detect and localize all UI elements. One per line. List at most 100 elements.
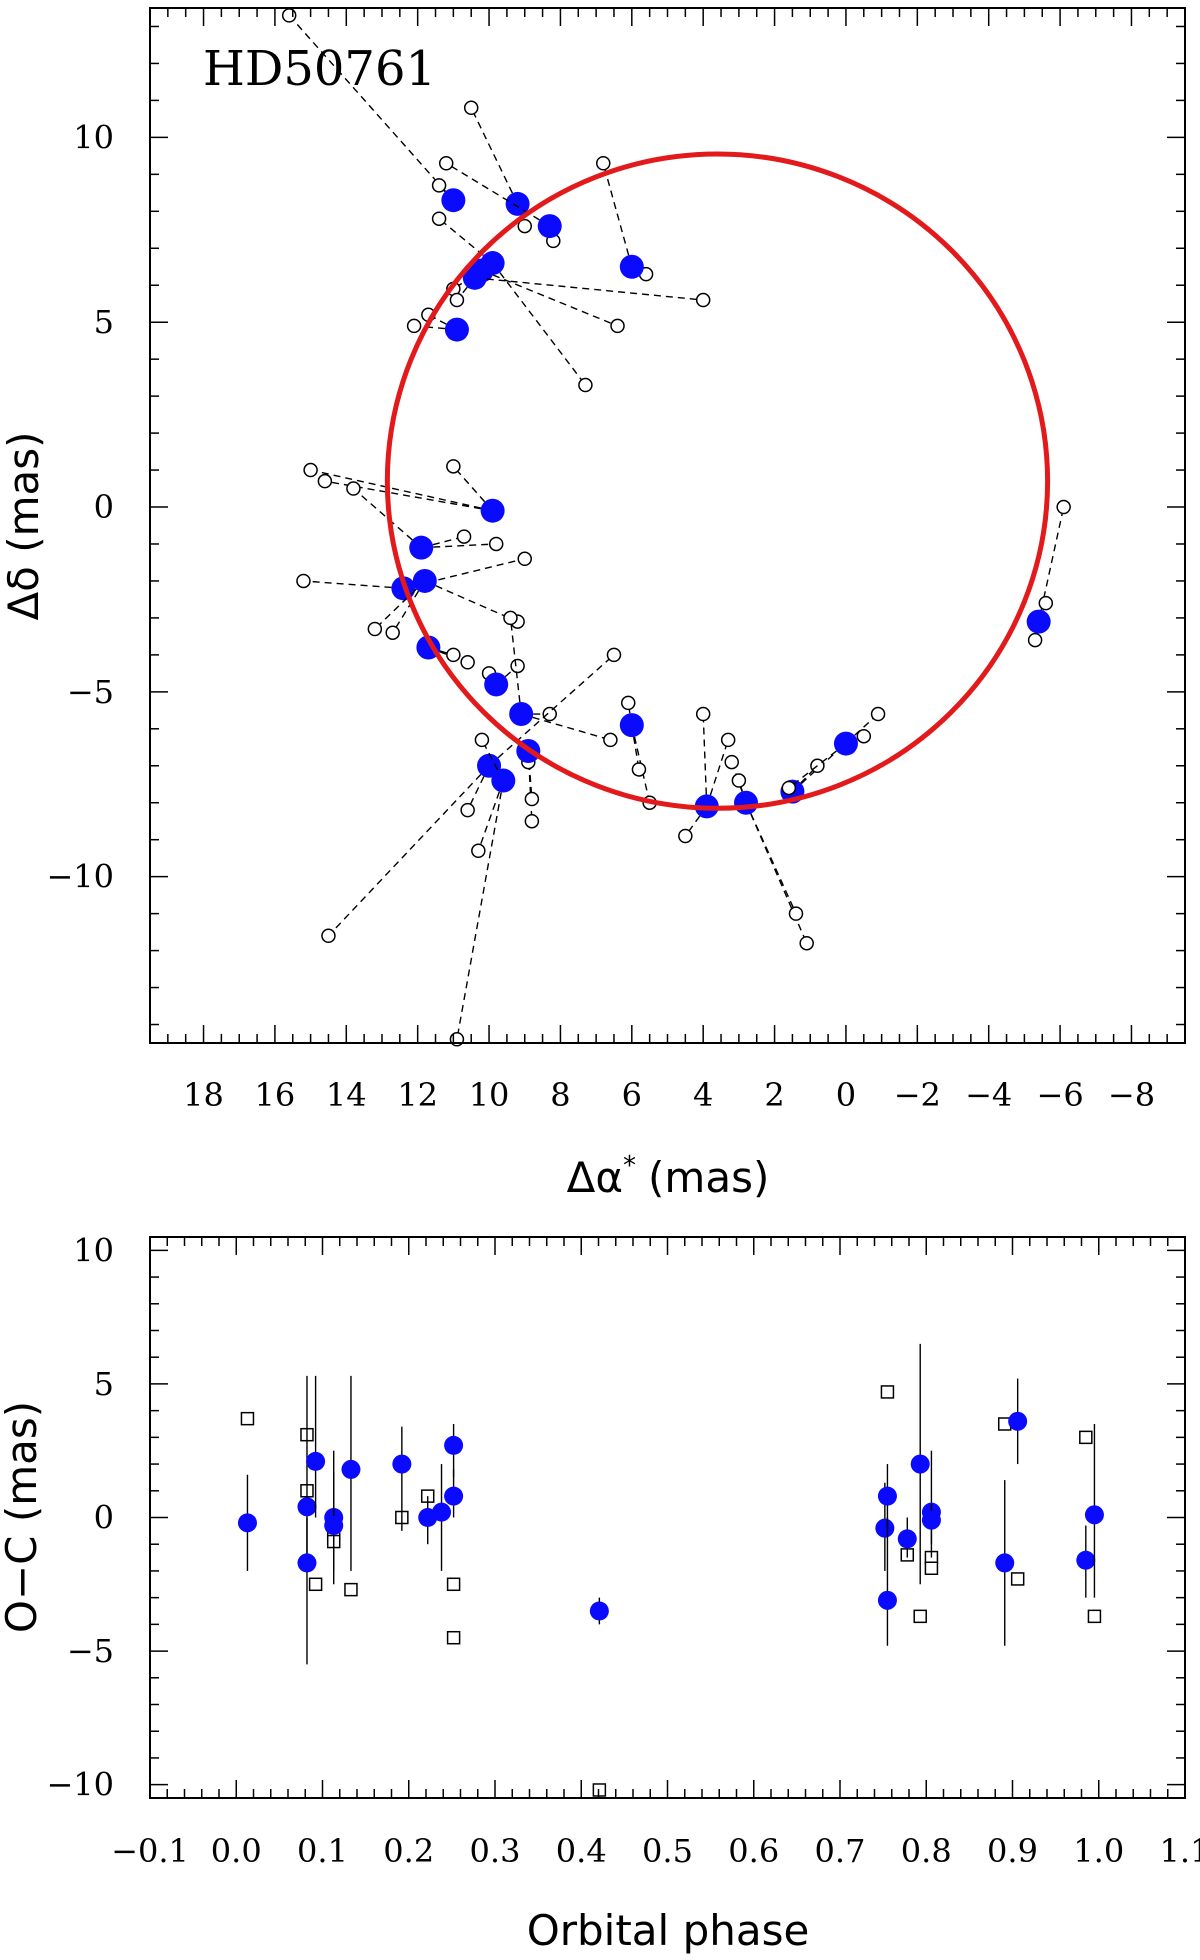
scan-line <box>702 713 708 807</box>
scan-endpoint <box>510 658 525 674</box>
orbit-tick-labels: 18 16 14 12 10 8 6 4 2 0 −2 −4 −6 −8 10 5 0 −5 −10 <box>46 118 1155 1114</box>
x-tick-label: 16 <box>255 1076 296 1114</box>
orbit-ticks <box>149 8 1186 1043</box>
scan-line <box>481 269 618 327</box>
residual-point <box>921 1504 941 1545</box>
y-tick-label: −5 <box>67 673 114 711</box>
scan-endpoint <box>296 573 311 589</box>
scan-group <box>481 658 525 697</box>
residual-dot <box>921 1510 941 1530</box>
scan-line <box>421 535 465 549</box>
scan-line <box>745 802 808 944</box>
residual-dot <box>877 1590 897 1610</box>
scan-endpoint <box>606 647 622 663</box>
residual-dot <box>392 1454 412 1474</box>
y-tick-label: 10 <box>73 1231 114 1269</box>
residual-square <box>240 1411 255 1426</box>
scan-line <box>324 480 493 512</box>
normal-point <box>462 265 487 290</box>
normal-point <box>491 768 516 793</box>
normal-point <box>619 254 644 279</box>
residual-dot <box>324 1516 344 1536</box>
scan-group <box>367 568 525 640</box>
scan-endpoint <box>731 773 747 788</box>
scan-line <box>470 107 519 205</box>
normal-point <box>619 713 644 738</box>
residual-ticks <box>149 1237 1186 1798</box>
y-tick-label: 0 <box>94 1499 114 1537</box>
scan-endpoint <box>346 481 361 496</box>
residual-point <box>432 1464 452 1571</box>
scan-line <box>392 580 426 634</box>
scan-group <box>281 8 466 213</box>
scan-group <box>724 754 814 951</box>
x-tick-label: 0.6 <box>728 1832 779 1870</box>
scan-endpoint <box>724 754 739 770</box>
scan-line <box>403 558 525 590</box>
scan-endpoint <box>542 706 557 722</box>
x-tick-label: 0 <box>836 1076 856 1114</box>
scan-endpoint <box>438 156 454 171</box>
residual-points-layer <box>237 1343 1104 1797</box>
y-tick-label: −10 <box>46 1766 114 1804</box>
residual-dot <box>297 1497 317 1517</box>
x-tick-label: 2 <box>764 1076 784 1114</box>
residual-dot <box>877 1486 897 1506</box>
scan-line <box>631 724 640 770</box>
scan-line <box>445 162 551 227</box>
x-tick-label: 1.0 <box>1073 1832 1124 1870</box>
residual-point <box>589 1597 609 1625</box>
x-tick-label: 0.9 <box>987 1832 1038 1870</box>
residual-square <box>446 1577 461 1592</box>
scan-endpoint <box>603 732 618 748</box>
x-tick-label: 0.3 <box>470 1832 521 1870</box>
x-tick-label: −4 <box>965 1076 1012 1114</box>
normal-point <box>509 702 534 727</box>
scan-endpoint <box>431 178 447 193</box>
scan-endpoint <box>303 462 318 478</box>
x-tick-label: 0.2 <box>383 1832 434 1870</box>
y-tick-label: −5 <box>67 1632 114 1670</box>
normal-point <box>441 188 466 213</box>
residual-point <box>877 1517 897 1646</box>
scan-line <box>745 802 797 914</box>
scan-endpoint <box>517 218 532 234</box>
scan-line <box>1037 506 1065 622</box>
scan-endpoint <box>321 928 336 944</box>
scan-group <box>303 459 505 523</box>
x-tick-label: 0.8 <box>901 1832 952 1870</box>
scan-endpoint <box>367 621 383 637</box>
y-tick-label: 0 <box>94 488 114 526</box>
residual-dot <box>444 1486 464 1506</box>
residual-x-axis-title: Orbital phase <box>527 1906 810 1955</box>
normal-point <box>477 753 502 778</box>
scan-line <box>481 739 504 781</box>
normal-point <box>409 535 434 560</box>
scan-group <box>346 481 504 560</box>
orbit-x-axis-unit: (mas) <box>648 1153 769 1202</box>
residual-square <box>592 1783 607 1797</box>
scan-line <box>352 488 422 549</box>
scan-line <box>788 743 847 789</box>
residual-point <box>1076 1525 1096 1598</box>
x-tick-label: 0.4 <box>556 1832 607 1870</box>
scan-endpoint <box>431 211 447 226</box>
y-tick-label: 5 <box>94 303 114 341</box>
residual-point <box>341 1375 361 1571</box>
x-tick-label: 4 <box>693 1076 713 1114</box>
x-tick-label: 6 <box>622 1076 642 1114</box>
orbit-x-axis-symbol: Δα <box>567 1153 623 1202</box>
scan-group <box>596 156 654 282</box>
y-tick-label: 5 <box>94 1365 114 1403</box>
scan-endpoint <box>460 655 475 670</box>
orbit-x-axis-title: Δα* (mas) <box>567 1151 770 1202</box>
x-tick-label: 14 <box>326 1076 367 1114</box>
residual-square <box>308 1577 323 1592</box>
residual-dot <box>1008 1411 1028 1431</box>
residual-dot <box>1084 1505 1104 1525</box>
residual-square <box>1010 1572 1025 1586</box>
x-tick-label: −0.1 <box>111 1832 189 1870</box>
residual-point <box>995 1480 1015 1646</box>
residual-dot <box>444 1435 464 1455</box>
residual-dot <box>432 1502 452 1522</box>
